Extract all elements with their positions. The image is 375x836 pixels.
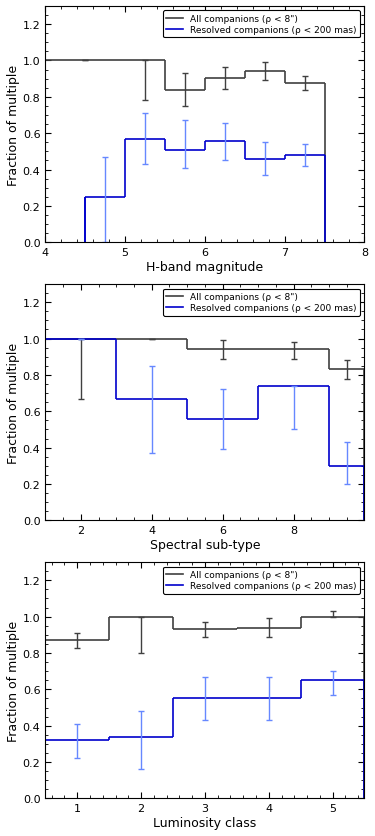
Legend: All companions (ρ < 8"), Resolved companions (ρ < 200 mas): All companions (ρ < 8"), Resolved compan…: [163, 12, 360, 38]
X-axis label: H-band magnitude: H-band magnitude: [146, 261, 264, 273]
Y-axis label: Fraction of multiple: Fraction of multiple: [7, 620, 20, 741]
Y-axis label: Fraction of multiple: Fraction of multiple: [7, 64, 20, 186]
X-axis label: Luminosity class: Luminosity class: [153, 816, 256, 829]
X-axis label: Spectral sub-type: Spectral sub-type: [150, 538, 260, 551]
Y-axis label: Fraction of multiple: Fraction of multiple: [7, 342, 20, 463]
Legend: All companions (ρ < 8"), Resolved companions (ρ < 200 mas): All companions (ρ < 8"), Resolved compan…: [163, 289, 360, 316]
Legend: All companions (ρ < 8"), Resolved companions (ρ < 200 mas): All companions (ρ < 8"), Resolved compan…: [163, 567, 360, 594]
